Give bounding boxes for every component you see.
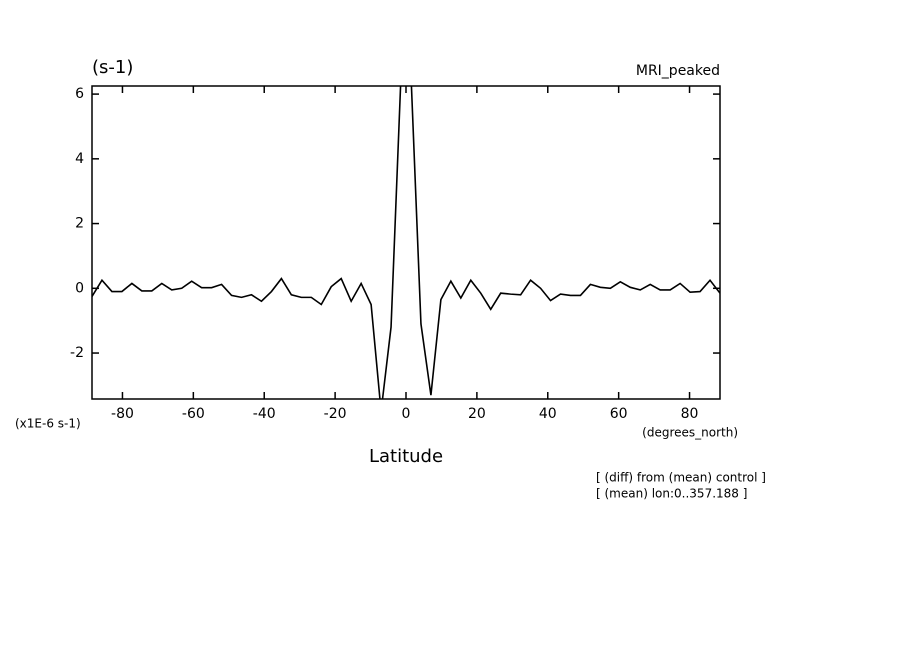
x-tick-label: -40: [253, 406, 276, 422]
x-axis-title: Latitude: [369, 446, 443, 467]
x-tick-label: -20: [324, 406, 347, 422]
y-tick-label: -2: [70, 345, 84, 361]
x-tick-label: 80: [681, 406, 699, 422]
scale-label: (x1E-6 s-1): [15, 417, 81, 431]
x-tick-label: 20: [468, 406, 486, 422]
y-tick-label: 0: [75, 280, 84, 296]
x-tick-label: -80: [111, 406, 134, 422]
y-tick-label: 4: [75, 151, 84, 167]
x-tick-label: 60: [610, 406, 628, 422]
data-line: [92, 86, 720, 399]
y-tick-label: 6: [75, 86, 84, 102]
note: [ (mean) lon:0..357.188 ]: [596, 487, 747, 501]
x-tick-label: -60: [182, 406, 205, 422]
x-unit-label: (degrees_north): [642, 426, 738, 440]
y-tick-label: 2: [75, 216, 84, 232]
chart-title: MRI_peaked: [636, 63, 720, 79]
x-tick-label: 0: [402, 406, 411, 422]
x-tick-label: 40: [539, 406, 557, 422]
note: [ (diff) from (mean) control ]: [596, 471, 766, 485]
unit-label: (s-1): [92, 57, 133, 78]
